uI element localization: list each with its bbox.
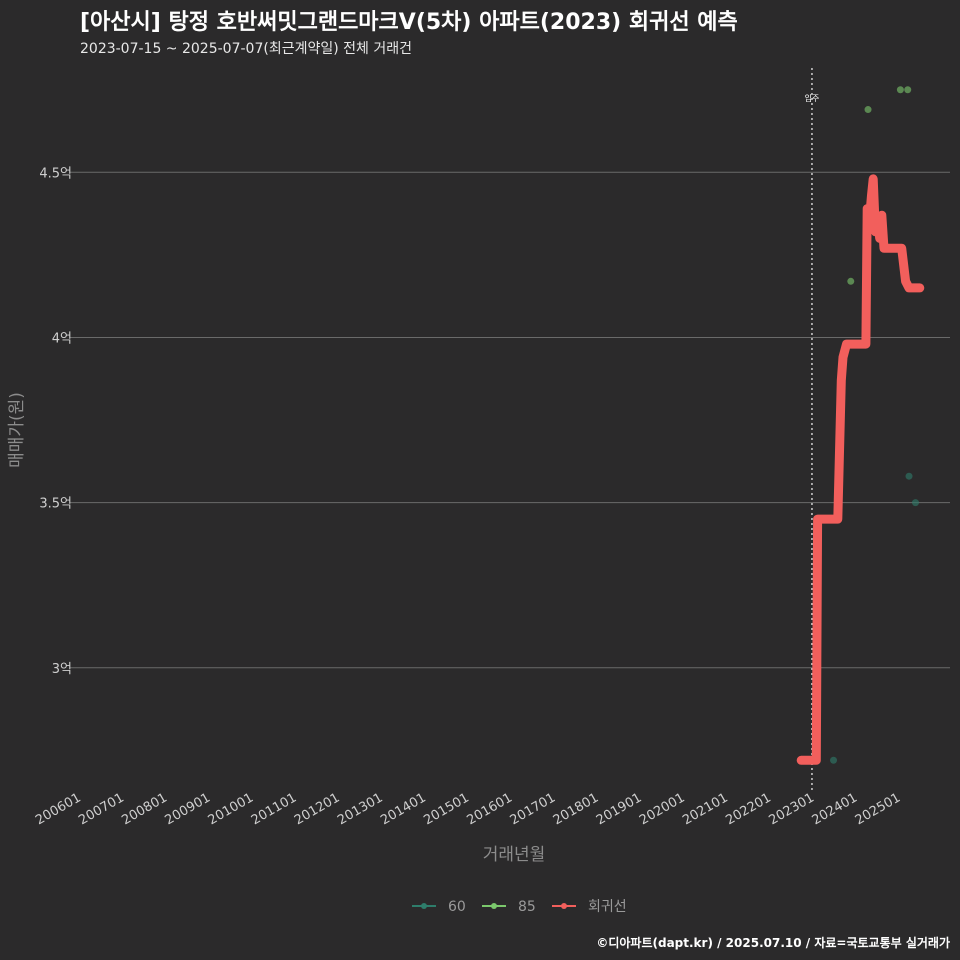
x-tick-label: 201801 (551, 790, 601, 828)
y-tick-label: 3.5억 (39, 497, 72, 512)
move-in-label: 입주 (805, 94, 820, 103)
x-tick-label: 200801 (119, 790, 169, 828)
data-point-85 (904, 86, 912, 94)
x-tick-label: 201901 (594, 790, 644, 828)
legend-label: 60 (448, 899, 466, 915)
y-tick-label: 4억 (52, 331, 72, 346)
x-tick-label: 202501 (853, 790, 903, 828)
x-tick-label: 202101 (680, 790, 730, 828)
x-tick-label: 201401 (378, 790, 428, 828)
chart-title: [아산시] 탕정 호반써밋그랜드마크V(5차) 아파트(2023) 회귀선 예측 (80, 10, 738, 35)
legend-key-dot (421, 903, 427, 909)
legend-label: 회귀선 (588, 899, 627, 915)
x-axis-title: 거래년월 (483, 845, 546, 865)
x-tick-label: 200901 (163, 790, 213, 828)
y-axis-title: 매매가(원) (7, 392, 27, 468)
x-tick-label: 201501 (421, 790, 471, 828)
y-tick-label: 4.5억 (39, 166, 72, 181)
source-caption: ©디아파트(dapt.kr) / 2025.07.10 / 자료=국토교통부 실… (596, 936, 950, 950)
data-point-85 (847, 277, 855, 285)
x-tick-label: 201201 (292, 790, 342, 828)
legend-label: 85 (518, 899, 536, 915)
data-point-60 (905, 472, 913, 480)
regression-line (796, 174, 925, 765)
x-tick-label: 202001 (637, 790, 687, 828)
data-point-60 (911, 499, 919, 507)
x-tick-label: 200701 (76, 790, 126, 828)
x-tick-label: 202201 (723, 790, 773, 828)
x-tick-label: 201601 (465, 790, 515, 828)
legend-key-dot (491, 903, 497, 909)
x-tick-label: 201301 (335, 790, 385, 828)
x-tick-label: 200601 (33, 790, 83, 828)
legend-key-dot (561, 903, 567, 909)
x-tick-label: 201701 (508, 790, 558, 828)
x-tick-label: 201101 (249, 790, 299, 828)
chart-subtitle: 2023-07-15 ~ 2025-07-07(최근계약일) 전체 거래건 (80, 41, 412, 57)
x-tick-label: 202301 (766, 790, 816, 828)
data-point-85 (864, 106, 872, 114)
data-point-60 (830, 756, 838, 764)
x-tick-label: 202401 (810, 790, 860, 828)
y-tick-label: 3억 (52, 662, 72, 677)
data-point-85 (896, 86, 904, 94)
x-tick-label: 201001 (206, 790, 256, 828)
